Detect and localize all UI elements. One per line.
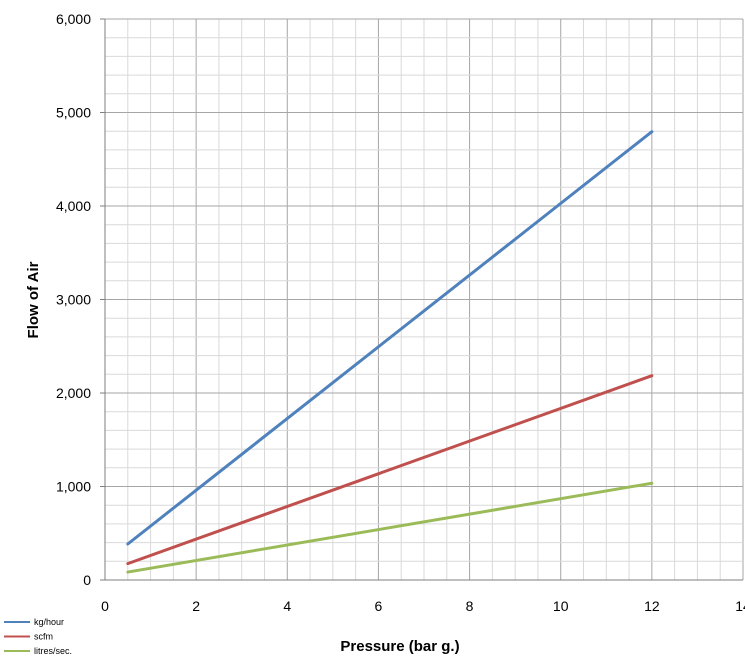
- y-tick-label: 6,000: [56, 11, 91, 27]
- chart-series: [126, 130, 654, 574]
- legend-label: scfm: [34, 632, 53, 642]
- series-line-litres-sec: [126, 481, 654, 574]
- x-tick-label: 0: [101, 598, 109, 614]
- y-tick-label: 5,000: [56, 105, 91, 121]
- series-line-kg-hour: [126, 130, 654, 546]
- chart-grid: [104, 18, 744, 581]
- x-tick-label: 12: [644, 598, 660, 614]
- chart-axes: [100, 18, 743, 581]
- series-line-scfm: [126, 374, 654, 566]
- chart-tick-labels: 0 2 4 6 8 10 12 14 0 1,000 2,000 3,000 4,000 5,000 6,0…: [56, 11, 745, 614]
- y-axis-title: Flow of Air: [25, 261, 42, 338]
- y-tick-label: 3,000: [56, 292, 91, 308]
- legend-label: kg/hour: [34, 617, 64, 627]
- x-axis-title: Pressure (bar g.): [340, 638, 459, 655]
- y-tick-label: 1,000: [56, 479, 91, 495]
- y-tick-label: 4,000: [56, 198, 91, 214]
- chart-legend: kg/hour scfm litres/sec.: [4, 617, 72, 656]
- x-tick-label: 2: [192, 598, 200, 614]
- x-tick-label: 10: [553, 598, 569, 614]
- x-tick-label: 4: [283, 598, 291, 614]
- x-tick-label: 8: [466, 598, 474, 614]
- y-tick-label: 2,000: [56, 385, 91, 401]
- legend-label: litres/sec.: [34, 646, 72, 656]
- y-tick-label: 0: [83, 572, 91, 588]
- x-tick-label: 6: [375, 598, 383, 614]
- x-tick-label: 14: [735, 598, 745, 614]
